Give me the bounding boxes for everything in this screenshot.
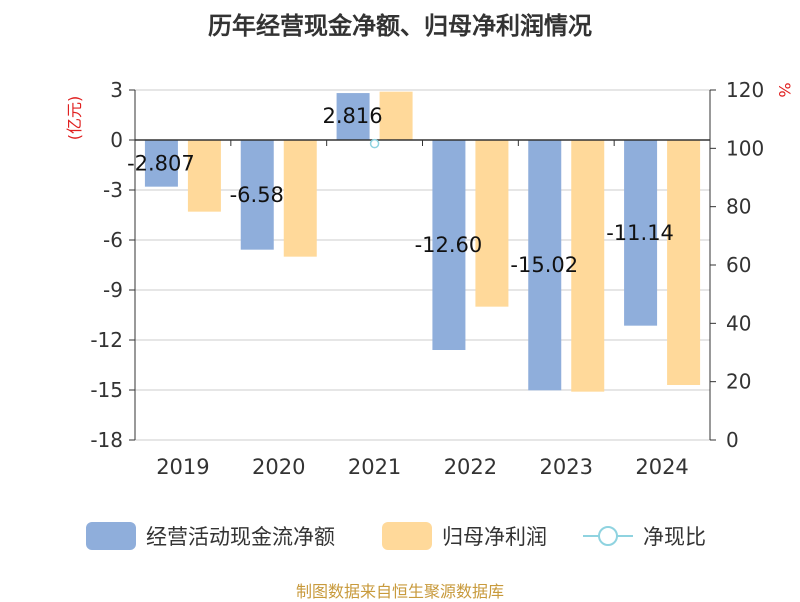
legend-label-cash: 经营活动现金流净额 <box>146 525 335 549</box>
category-label: 2021 <box>348 455 401 479</box>
legend-item-ratio[interactable]: 净现比 <box>583 516 706 556</box>
bar-cash <box>432 140 466 350</box>
right-tick-label: 100 <box>726 136 764 160</box>
category-label: 2024 <box>635 455 688 479</box>
left-tick-label: -15 <box>90 378 123 402</box>
right-tick-label: 60 <box>726 253 751 277</box>
right-tick-label: 20 <box>726 370 751 394</box>
bar-profit <box>571 140 605 392</box>
cash-data-label: -15.02 <box>510 253 578 277</box>
right-tick-label: 80 <box>726 195 751 219</box>
cash-data-label: -2.807 <box>127 151 195 175</box>
category-label: 2022 <box>444 455 497 479</box>
category-label: 2023 <box>540 455 593 479</box>
legend-label-ratio: 净现比 <box>643 525 706 549</box>
left-tick-label: 0 <box>110 128 123 152</box>
bar-cash <box>144 140 178 187</box>
cash-data-label: -11.14 <box>606 221 674 245</box>
left-tick-label: -3 <box>103 178 123 202</box>
source-note: 制图数据来自恒生聚源数据库 <box>295 582 504 601</box>
bar-profit <box>379 91 413 140</box>
bar-profit <box>187 140 221 212</box>
legend-item-cash[interactable]: 经营活动现金流净额 <box>86 516 335 556</box>
legend-swatch-cash <box>86 522 136 550</box>
chart-svg: 3 0 -3 -6 -9 -12 -15 -18 120 100 80 60 40 20 0 (亿元)% 201… <box>65 78 794 479</box>
bar-cash <box>528 140 562 391</box>
bar-cash <box>240 140 274 250</box>
ratio-point <box>369 138 380 149</box>
left-tick-label: -18 <box>90 428 123 452</box>
legend-swatch-profit <box>382 522 432 550</box>
left-axis-unit-label: (亿元) <box>65 96 84 141</box>
bar-profit <box>283 140 317 257</box>
legend-label-profit: 归母净利润 <box>442 525 547 549</box>
left-tick-label: -9 <box>103 278 123 302</box>
bar-profit <box>667 140 701 385</box>
legend-item-profit[interactable]: 归母净利润 <box>382 516 547 556</box>
right-tick-label: 0 <box>726 428 739 452</box>
cash-data-label: 2.816 <box>323 104 383 128</box>
left-tick-label: -12 <box>90 328 123 352</box>
cash-data-label: -6.58 <box>230 183 284 207</box>
left-tick-label: -6 <box>103 228 123 252</box>
category-label: 2019 <box>156 455 209 479</box>
chart-title: 历年经营现金净额、归母净利润情况 <box>208 12 592 40</box>
bar-profit <box>475 140 509 307</box>
cash-data-label: -12.60 <box>415 233 483 257</box>
right-tick-label: 40 <box>726 311 751 335</box>
legend: 经营活动现金流净额 归母净利润 净现比 <box>0 516 800 556</box>
legend-marker-ratio <box>583 522 633 550</box>
bar-cash <box>624 140 658 326</box>
right-axis-unit-label: % <box>775 82 794 97</box>
bar-cash <box>336 93 370 140</box>
right-tick-label: 120 <box>726 78 764 102</box>
left-tick-label: 3 <box>110 78 123 102</box>
category-label: 2020 <box>252 455 305 479</box>
